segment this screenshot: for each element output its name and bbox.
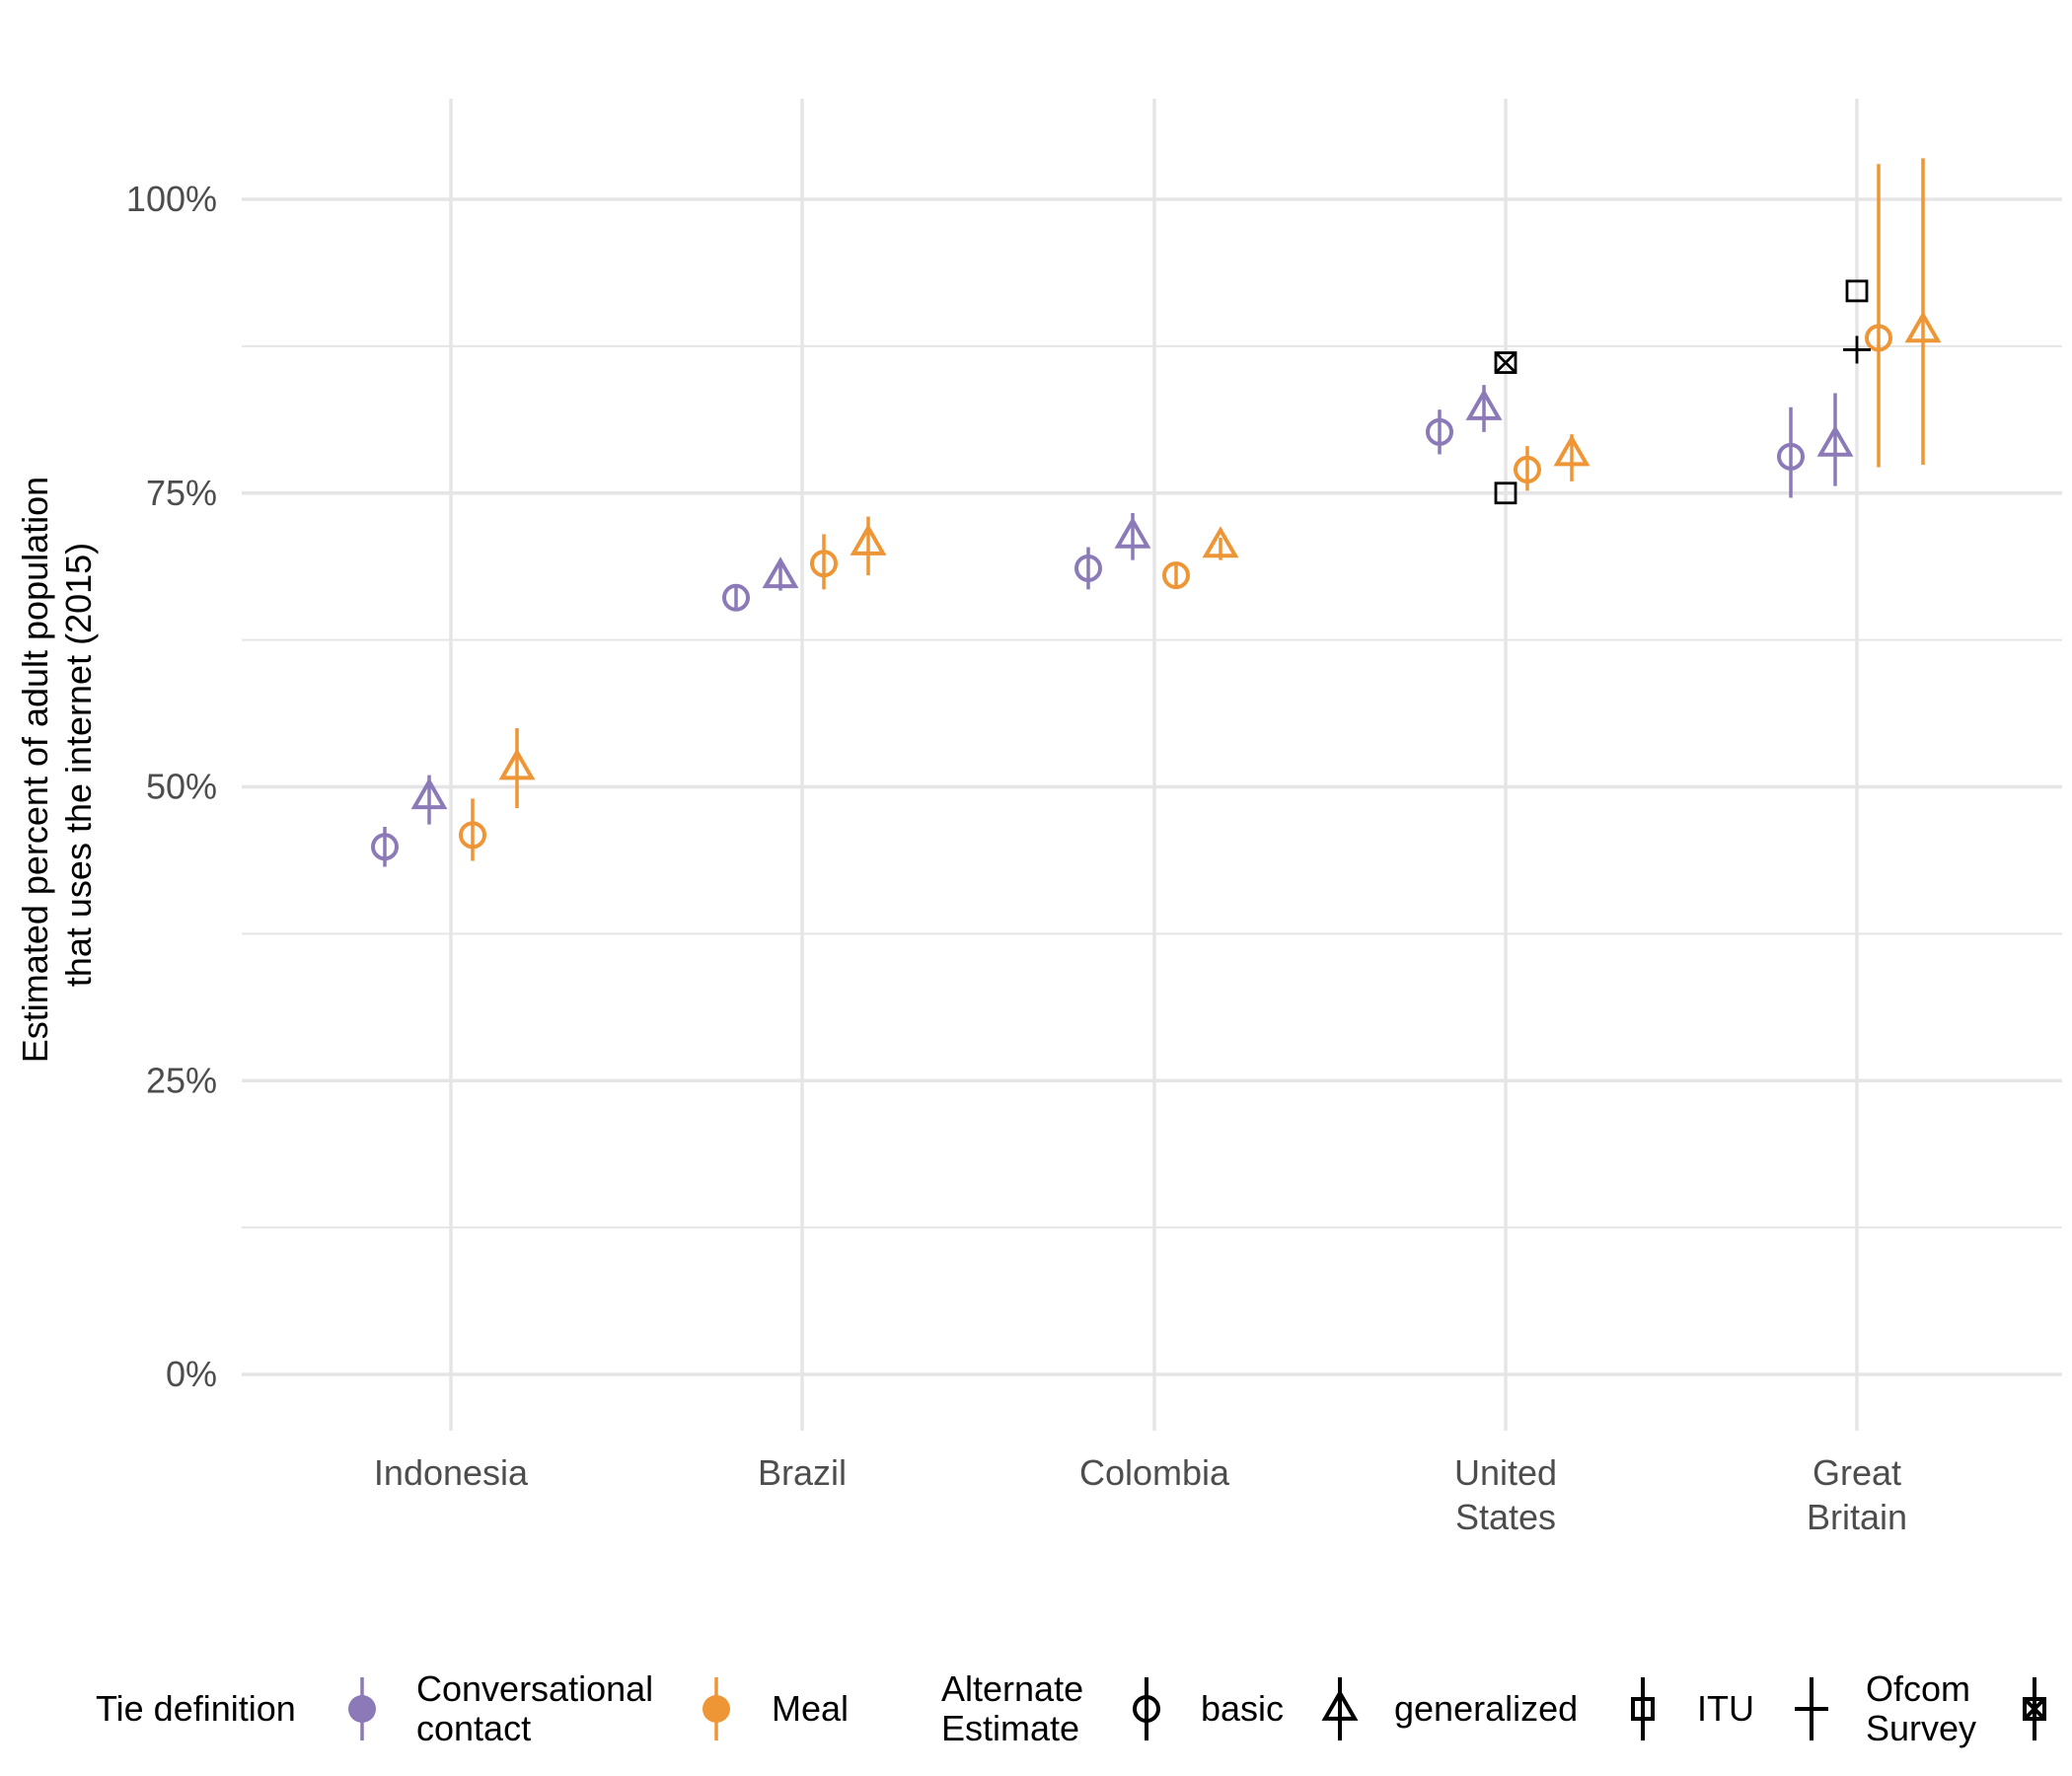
basic-marker	[371, 833, 399, 861]
legend-key-pew	[2023, 1677, 2046, 1740]
y-tick-label: 0%	[166, 1354, 217, 1394]
data-point	[762, 556, 799, 591]
legend-label-basic: basic	[1201, 1688, 1284, 1729]
legend-label-conversational: Conversational contact	[416, 1668, 653, 1748]
data-point	[1553, 434, 1591, 481]
data-point	[1074, 547, 1102, 590]
alternate-estimate	[1494, 481, 1517, 505]
y-tick-label: 25%	[146, 1060, 217, 1100]
alternate-estimate	[1843, 335, 1871, 364]
legend: Tie definition Conversational contact Meal A…	[96, 1668, 2046, 1748]
data-point	[1202, 526, 1239, 560]
data-point	[1162, 561, 1190, 590]
x-tick-label: United	[1454, 1452, 1557, 1493]
basic-marker	[1865, 324, 1892, 352]
data-point	[850, 516, 887, 576]
y-tick-label: 100%	[126, 179, 217, 219]
data-point	[810, 534, 838, 590]
y-axis-title: Estimated percent of adult population th…	[15, 467, 99, 1063]
legend-key-itu	[1631, 1677, 1655, 1740]
data-point	[722, 583, 750, 612]
data-point	[459, 798, 486, 861]
grid	[242, 99, 2062, 1431]
legend-label-ofcom: Ofcom Survey	[1866, 1668, 1976, 1748]
generalized-marker	[1904, 311, 1942, 343]
x-tick-label: Brazil	[758, 1452, 847, 1493]
generalized-marker	[1114, 516, 1151, 549]
basic-marker	[1426, 417, 1453, 446]
basic-marker	[1777, 442, 1805, 471]
generalized-marker	[498, 748, 536, 780]
generalized-marker	[1465, 388, 1503, 420]
data-point	[1114, 512, 1151, 560]
data-point	[1904, 158, 1942, 466]
ofcom-marker	[1843, 335, 1871, 364]
pew-marker	[1494, 351, 1517, 374]
alternate-estimate	[1845, 279, 1869, 303]
generalized-marker	[1202, 526, 1239, 558]
y-tick-labels: 0% 25% 50% 75% 100%	[126, 179, 217, 1394]
data-point	[1865, 164, 1892, 468]
x-tick-label: States	[1455, 1497, 1556, 1537]
data-point	[1816, 393, 1854, 486]
y-tick-label: 50%	[146, 767, 217, 807]
basic-marker	[722, 583, 750, 612]
generalized-marker	[1553, 434, 1591, 467]
data-point	[1465, 385, 1503, 432]
basic-marker	[810, 550, 838, 578]
legend-title-tie: Tie definition	[96, 1688, 296, 1729]
basic-marker	[1162, 561, 1190, 590]
basic-key-icon	[1133, 1695, 1160, 1723]
generalized-marker	[410, 777, 448, 810]
legend-key-meal	[703, 1677, 730, 1740]
basic-marker	[1074, 554, 1102, 582]
legend-label-generalized: generalized	[1394, 1688, 1578, 1729]
legend-key-ofcom	[1795, 1677, 1828, 1740]
data-point	[1514, 446, 1541, 491]
legend-label-meal: Meal	[772, 1688, 849, 1729]
itu-marker	[1845, 279, 1869, 303]
legend-label-itu: ITU	[1697, 1688, 1754, 1729]
generalized-marker	[762, 556, 799, 589]
data-point	[498, 727, 536, 808]
legend-key-generalized	[1321, 1677, 1359, 1740]
ofcom-key-icon	[1795, 1692, 1828, 1726]
itu-marker	[1494, 481, 1517, 505]
data-point	[410, 775, 448, 825]
data-point	[1426, 409, 1453, 455]
data-point	[1777, 407, 1805, 498]
data-point	[371, 826, 399, 867]
basic-marker	[459, 821, 486, 850]
itu-key-icon	[1631, 1697, 1655, 1721]
legend-key-conversational	[348, 1677, 376, 1740]
x-tick-label: Britain	[1807, 1497, 1907, 1537]
basic-marker	[1514, 455, 1541, 483]
x-tick-label: Colombia	[1079, 1452, 1230, 1493]
x-tick-label: Indonesia	[374, 1452, 529, 1493]
generalized-marker	[1816, 424, 1854, 457]
generalized-marker	[850, 523, 887, 555]
y-tick-label: 75%	[146, 473, 217, 513]
legend-title-alternate: Alternate Estimate	[941, 1668, 1083, 1748]
x-tick-label: Great	[1813, 1452, 1901, 1493]
pew-key-icon	[2023, 1697, 2046, 1721]
generalized-key-icon	[1321, 1688, 1359, 1721]
legend-key-basic	[1133, 1677, 1160, 1740]
alternate-estimate	[1494, 351, 1517, 374]
plot-marks	[371, 158, 1942, 867]
